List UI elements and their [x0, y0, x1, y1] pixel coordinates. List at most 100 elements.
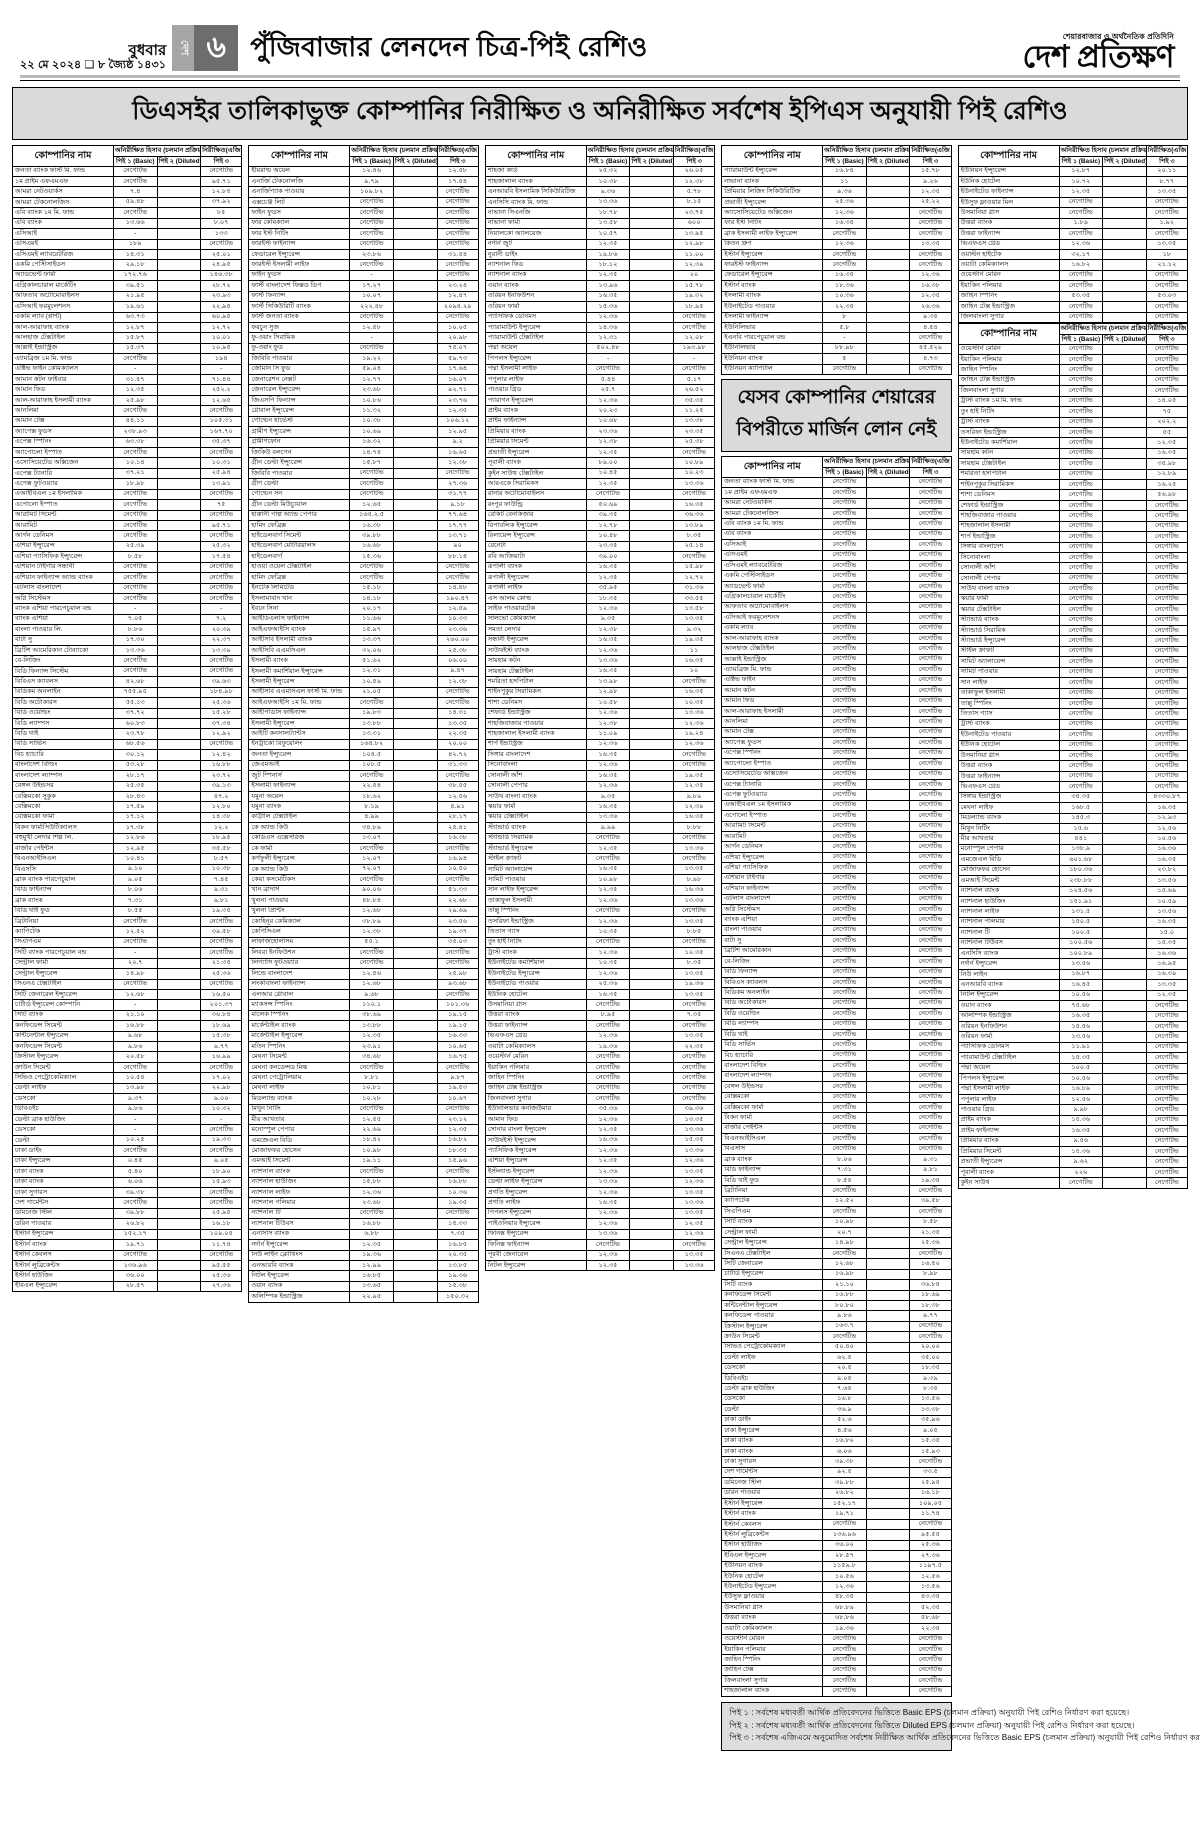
- pe1-cell: ১৬৮.৫: [1058, 802, 1104, 814]
- table-row: ইউনিলিভার কনজিউমার ৩৫.৩৬ ৩৯.৩৬: [484, 1103, 716, 1116]
- pe2-cell: [865, 622, 911, 635]
- pe3-cell: ৭.৪৫: [200, 874, 243, 886]
- pe2-cell: [156, 947, 202, 959]
- pe3-cell: ১৩.৫৬: [1145, 875, 1189, 887]
- pe1-cell: ১২.৯৮: [585, 686, 631, 699]
- pe3-cell: নেগেটিভ: [200, 978, 243, 990]
- pe3-cell: ৪.৫৪: [909, 321, 952, 334]
- pe1-cell: নেগেটিভ: [349, 478, 394, 490]
- pe3-cell: ১২.৩৫: [1145, 437, 1189, 449]
- company-name-cell: ইয়াকিন পলিমার: [957, 280, 1060, 292]
- table-row: পদ্মা ইসলামী লাইফ নেগেটিভ নেগেটিভ: [484, 363, 716, 376]
- company-name-cell: ইয়াকিন পলিমার: [484, 1061, 587, 1074]
- pe2-cell: [629, 353, 674, 365]
- pe1-cell: ৩৯.৮৮: [112, 1207, 158, 1220]
- pe1-cell: নেগেটিভ: [1058, 426, 1104, 439]
- pe3-cell: নেগেটিভ: [1145, 1114, 1189, 1127]
- company-name-cell: এশিয়ান টাইগার সন্ধানী: [12, 561, 114, 574]
- table-row: জিলবাংলা সুগার নেগেটিভ নেগেটিভ: [484, 1093, 716, 1105]
- pe2-cell: [865, 820, 911, 833]
- pe2-cell: [865, 1070, 911, 1083]
- table-row: মার্কেন্টাইল ব্যাংক ১৩.৮৮ ১৯.১৫: [248, 1020, 479, 1032]
- pe3-cell: নেগেটিভ: [1145, 656, 1189, 668]
- company-name-cell: জাহিন টেক্স: [721, 1664, 824, 1677]
- pe2-cell: [392, 280, 438, 292]
- table-row: এটলাস বাংলাদেশ নেগেটিভ নেগেটিভ: [721, 893, 952, 906]
- company-name-cell: ন্যাশনাল ব্যাংক: [957, 885, 1060, 897]
- pe3-cell: ৯.০৫: [200, 1155, 243, 1168]
- table-row: জিলবাংলা সুগার নেগেটিভ নেগেটিভ: [957, 385, 1189, 397]
- table-row: ফার্স্ট ফিন্যান্স ১০.০৭ ১২.৪৭: [248, 290, 479, 303]
- pe3-cell: ১২.৪২: [200, 749, 243, 761]
- company-name-cell: উত্তরা ফাইন্যান্স: [957, 228, 1060, 240]
- pe1-cell: ১২.৩৬: [585, 738, 631, 751]
- pe2-cell: [865, 518, 911, 530]
- pe1-cell: ১৬.৮৯: [1058, 1083, 1104, 1095]
- pe1-cell: ১০৮.৫: [349, 759, 394, 772]
- company-name-cell: ইসলামী ব্যাংক: [248, 655, 351, 667]
- pe3-cell: নেগেটিভ: [1145, 531, 1189, 543]
- pe3-cell: ২০.৯৮: [436, 332, 479, 344]
- table-row: ট্রাস্ট ব্যাংক নেগেটিভ ২০২.২: [957, 416, 1189, 428]
- company-name-cell: এপোলো ইস্পাত: [721, 810, 824, 822]
- table-row: মনোস্পুল পেপার ২২.৬৯ ১২.৩৫: [248, 1124, 479, 1136]
- header-pe2: পিই ২ (Diluted): [1102, 333, 1147, 345]
- company-name-cell: বেক্সিমকো ফার্মা: [12, 811, 114, 824]
- pe1-cell: নেগেটিভ: [349, 217, 394, 230]
- pe2-cell: [392, 759, 438, 772]
- company-name-cell: যমুনা ব্যাংক: [248, 801, 351, 813]
- pe1-cell: ১০.৬৮: [585, 415, 631, 428]
- pe1-cell: ১৩.৫৬: [1058, 958, 1104, 970]
- company-name-cell: ট্রাস্ট ব্যাংক: [484, 947, 587, 959]
- pe2-cell: [1102, 458, 1147, 470]
- pe2-cell: [629, 248, 674, 261]
- pe3-cell: নেগেটিভ: [436, 561, 479, 574]
- table-row: একমি পেস্টিসাইডস নেগেটিভ নেগেটিভ: [721, 570, 952, 582]
- pe1-cell: ১৩.৯৮: [112, 1082, 158, 1095]
- table-row: বিডি অটোকারস নেগেটিভ নেগেটিভ: [721, 997, 952, 1010]
- pe2-cell: [629, 332, 674, 344]
- pe1-cell: নেগেটিভ: [1058, 656, 1104, 668]
- table-row: ন্যাশনাল ব্যাংক ১২.৩৫ ২০: [484, 269, 716, 282]
- pe3-cell: ৩৯.১৩: [200, 780, 243, 792]
- pe1-cell: নেগেটিভ: [822, 1643, 867, 1656]
- table-row: স্ট্যান্ডার্ড ব্যাংক ৯.৯৯ ৮.৮৮: [484, 822, 716, 834]
- table-row: বিডি সার্ভিস নেগেটিভ নেগেটিভ: [721, 1039, 952, 1051]
- company-name-cell: ডিবিএইচ: [12, 1103, 114, 1116]
- table-row: বিডি থাই নেগেটিভ নেগেটিভ: [721, 1029, 952, 1041]
- table-row: ব্রিটানিয়া নেগেটিভ নেগেটিভ: [12, 915, 243, 928]
- pe2-cell: [629, 1228, 674, 1241]
- table-row: ইস্টার্ন ব্যাংক ১৯.৭১ ১১.৭৪: [12, 1239, 243, 1251]
- table-row: তুং হাই নিটিং নেগেটিভ নেগেটিভ: [484, 936, 716, 949]
- table-row: উত্তরা ব্যাংক ১.৮৯ ১.৯২: [957, 217, 1189, 230]
- pe2-cell: [865, 1623, 911, 1635]
- pe1-cell: ১৩.৩৬: [112, 645, 158, 657]
- pe2-cell: [392, 613, 438, 626]
- company-name-cell: ঢাকা ব্যাংক: [721, 1435, 824, 1447]
- pe1-cell: ৯.৮৬: [822, 1310, 867, 1322]
- pe1-cell: নেগেটিভ: [822, 903, 867, 916]
- table-row: ন্যাশনাল হাউজিং ১৫.৮৮ ১৬.৮৮: [248, 1176, 479, 1188]
- table-row: সিটি ব্যাংক পারপেচুয়াল বন্ড - নেগেটিভ: [12, 947, 243, 959]
- company-name-cell: এগ্রিকালচারাল মার্কেটিং: [12, 280, 114, 292]
- pe1-cell: নেগেটিভ: [822, 259, 867, 271]
- pe2-cell: [156, 613, 202, 626]
- company-name-cell: এসিআই ফরমুলেশনস: [721, 612, 824, 624]
- pe2-cell: [1102, 770, 1147, 783]
- company-name-cell: জাহিন স্পিনিং: [957, 290, 1060, 303]
- pe2-cell: [865, 560, 911, 572]
- pe1-cell: নেগেটিভ: [822, 228, 867, 240]
- pe1-cell: নেগেটিভ: [822, 570, 867, 582]
- pe1-cell: নেগেটিভ: [1058, 468, 1104, 481]
- company-name-cell: ডেল্টা লাইফ: [721, 1352, 824, 1364]
- company-name-cell: আমরা নেটওয়ার্কস: [721, 497, 824, 509]
- pe1-cell: নেগেটিভ: [822, 487, 867, 499]
- company-name-cell: জনতা ইন্স্যুরেন্স: [248, 749, 351, 761]
- table-row: ডেল্টা ব্রাক হাউজিং - -: [12, 1113, 243, 1126]
- pe2-cell: [629, 561, 674, 574]
- table-row: জাহিন টেক্স ইন্ডাস্ট্রিজ নেগেটিভ নেগেটিভ: [957, 374, 1189, 387]
- pe2-cell: [865, 207, 911, 219]
- table-row: ওয়েস্টার্ন মেরিন নেগেটিভ নেগেটিভ: [957, 269, 1189, 282]
- table-row: এমআই সিমেন্ট ১৯.১১ ১৫.৯৬: [248, 1155, 479, 1168]
- pe2-cell: [865, 1237, 911, 1249]
